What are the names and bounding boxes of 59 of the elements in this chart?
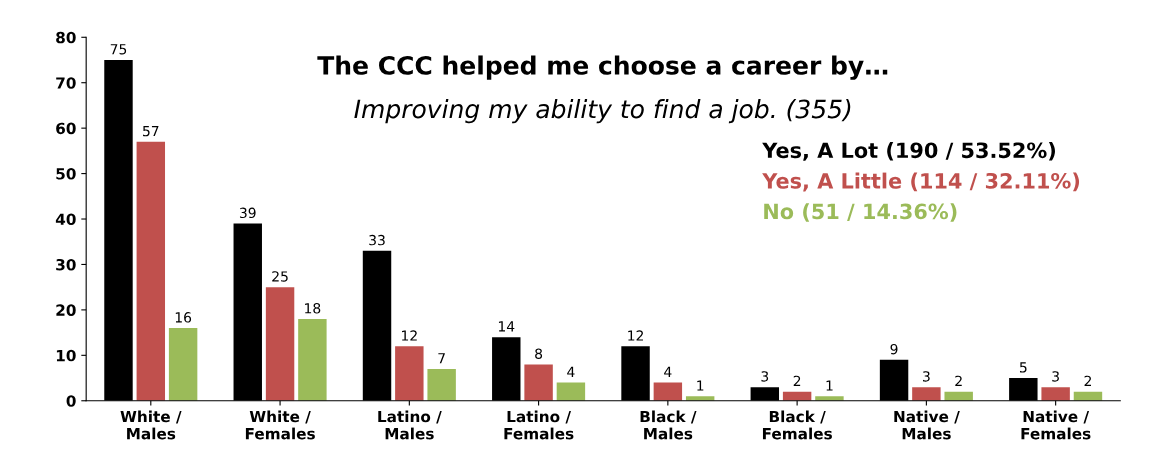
data-label: 8 bbox=[535, 348, 543, 359]
data-label: 2 bbox=[1084, 375, 1091, 387]
y-tick-label: 0 bbox=[66, 395, 76, 407]
text: Improving my ability to find a job. (355) bbox=[354, 99, 851, 124]
bar bbox=[912, 387, 941, 401]
bar bbox=[944, 391, 973, 401]
data-label: 12 bbox=[402, 330, 417, 341]
data-label: 25 bbox=[272, 271, 288, 282]
data-label: 75 bbox=[110, 44, 127, 55]
text: Yes, A Lot (190 / 53.52%) bbox=[762, 142, 1055, 161]
bar bbox=[556, 382, 586, 401]
bar bbox=[427, 368, 456, 401]
x-tick-label: Black / Females bbox=[762, 410, 832, 440]
data-label: 12 bbox=[628, 330, 643, 341]
bar bbox=[136, 141, 166, 401]
data-label: 1 bbox=[826, 380, 833, 391]
data-label: 4 bbox=[567, 366, 575, 377]
y-tick-label: 30 bbox=[56, 258, 76, 271]
data-label: 18 bbox=[305, 303, 321, 314]
bar bbox=[298, 318, 327, 401]
data-label: 3 bbox=[1052, 371, 1059, 382]
bar bbox=[815, 396, 844, 401]
data-label: 5 bbox=[1019, 362, 1027, 373]
x-tick-label: Native / Males bbox=[894, 410, 960, 440]
y-tick-label: 70 bbox=[56, 77, 76, 89]
bar bbox=[168, 328, 198, 401]
x-tick-label: Latino / Males bbox=[378, 410, 442, 440]
data-label: 4 bbox=[664, 366, 672, 377]
bar bbox=[524, 364, 553, 401]
data-label: 7 bbox=[438, 353, 445, 364]
data-label: 3 bbox=[923, 371, 930, 382]
x-tick-label: Native / Females bbox=[1021, 410, 1091, 440]
y-tick-label: 10 bbox=[56, 349, 76, 362]
data-label: 33 bbox=[369, 234, 385, 246]
text: No (51 / 14.36%) bbox=[764, 203, 957, 222]
bar bbox=[1041, 387, 1070, 401]
data-label: 39 bbox=[239, 207, 256, 219]
data-label: 14 bbox=[498, 321, 515, 332]
text: Yes, A Little (114 / 32.11%) bbox=[762, 172, 1080, 192]
bar bbox=[395, 346, 424, 401]
x-tick-label: White / Males bbox=[120, 410, 182, 440]
data-label: 2 bbox=[793, 375, 801, 387]
data-label: 2 bbox=[955, 375, 962, 387]
data-label: 1 bbox=[697, 380, 704, 391]
text: The CCC helped me choose a career by… bbox=[317, 55, 888, 80]
data-label: 57 bbox=[143, 125, 159, 137]
y-tick-label: 80 bbox=[56, 31, 76, 44]
x-tick-label: Latino / Females bbox=[504, 410, 574, 440]
bar bbox=[265, 287, 295, 401]
data-label: 3 bbox=[761, 371, 769, 382]
y-tick-label: 60 bbox=[56, 122, 76, 135]
y-tick-label: 40 bbox=[55, 213, 76, 226]
y-tick-label: 20 bbox=[56, 304, 76, 316]
x-tick-label: Black / Males bbox=[640, 410, 697, 440]
y-tick-label: 50 bbox=[56, 168, 76, 180]
bar bbox=[653, 382, 683, 401]
x-tick-label: White / Females bbox=[245, 410, 315, 440]
data-label: 9 bbox=[890, 343, 898, 355]
data-label: 16 bbox=[175, 312, 192, 323]
